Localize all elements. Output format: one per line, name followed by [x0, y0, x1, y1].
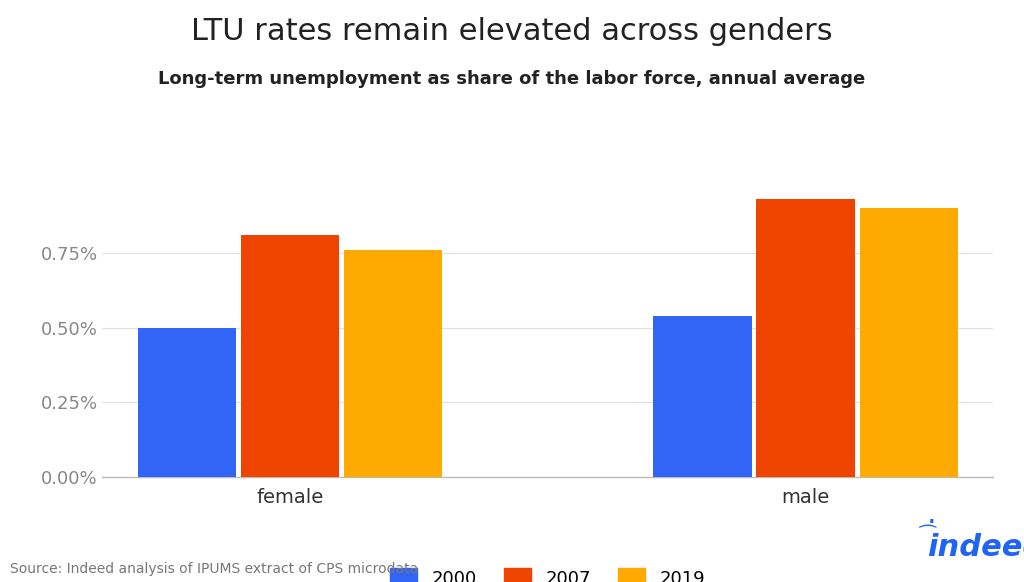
Bar	[860, 208, 958, 477]
Text: indeed: indeed	[927, 533, 1024, 562]
Text: Source: Indeed analysis of IPUMS extract of CPS microdata: Source: Indeed analysis of IPUMS extract…	[10, 562, 419, 576]
Text: ⁀: ⁀	[920, 528, 935, 547]
Bar	[137, 328, 236, 477]
Bar	[653, 315, 752, 477]
Legend: 2000, 2007, 2019: 2000, 2007, 2019	[390, 568, 706, 582]
Text: Long-term unemployment as share of the labor force, annual average: Long-term unemployment as share of the l…	[159, 70, 865, 88]
Text: ·: ·	[927, 509, 936, 538]
Bar	[241, 235, 339, 477]
Bar	[344, 250, 442, 477]
Text: LTU rates remain elevated across genders: LTU rates remain elevated across genders	[191, 17, 833, 47]
Bar	[757, 199, 855, 477]
